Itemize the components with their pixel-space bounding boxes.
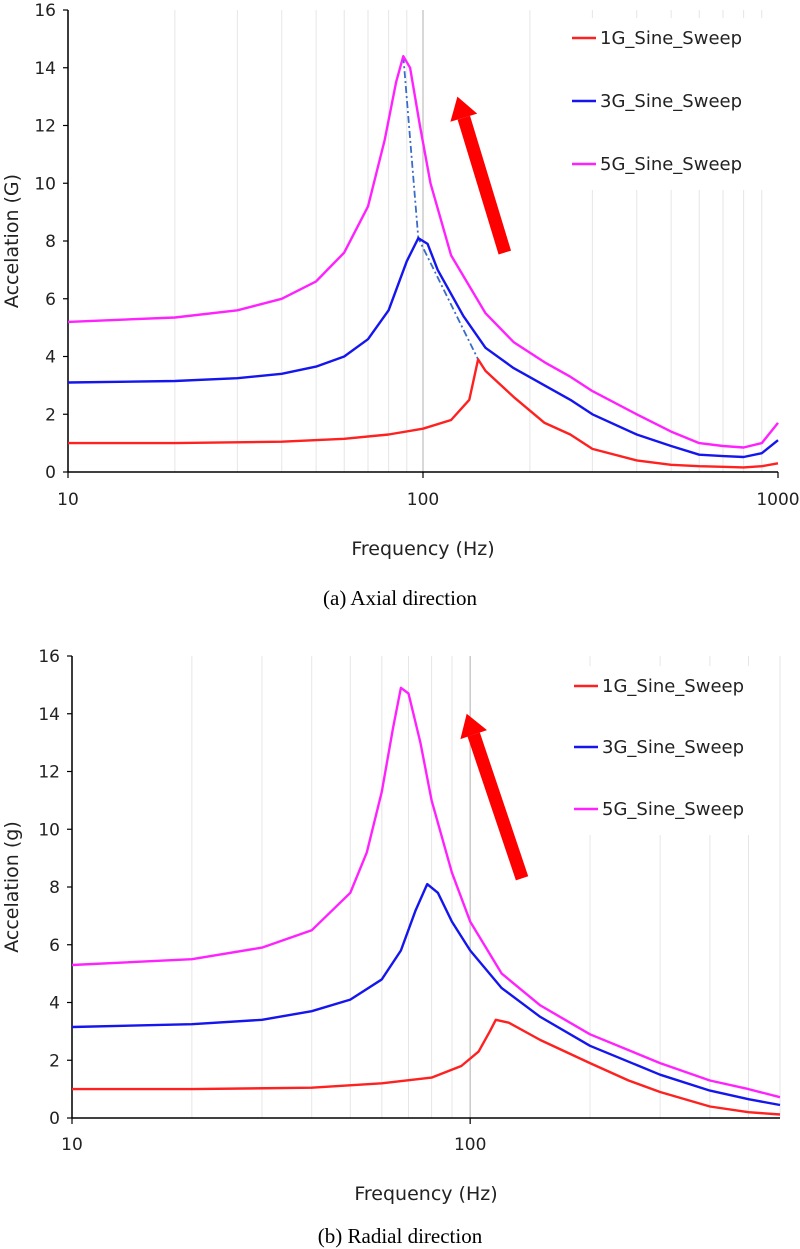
figure-caption: (b) Radial direction (318, 1224, 483, 1248)
y-tick-label: 14 (34, 59, 56, 79)
series-line-3g-sine-sweep (67, 236, 779, 459)
legend-label: 5G_Sine_Sweep (600, 154, 742, 175)
series-line-1g-sine-sweep (72, 1018, 781, 1116)
legend-label: 1G_Sine_Sweep (602, 676, 744, 697)
y-tick-label: 2 (45, 405, 56, 425)
y-tick-label: 16 (38, 647, 60, 667)
x-tick-label: 100 (407, 490, 439, 510)
y-tick-label: 8 (45, 232, 56, 252)
x-axis-label: Frequency (Hz) (351, 538, 494, 560)
legend-label: 5G_Sine_Sweep (602, 799, 744, 820)
y-tick-label: 0 (45, 463, 56, 483)
y-tick-label: 16 (34, 1, 56, 21)
legend-box (564, 666, 776, 835)
series-line-1g-sine-sweep (68, 358, 779, 469)
legend-label: 3G_Sine_Sweep (600, 91, 742, 112)
legend-label: 3G_Sine_Sweep (602, 737, 744, 758)
y-tick-label: 10 (38, 820, 60, 840)
x-axis-label: Frequency (Hz) (354, 1183, 497, 1205)
legend-box (562, 18, 774, 190)
y-tick-label: 12 (34, 117, 56, 137)
x-tick-label: 1000 (756, 490, 799, 510)
y-tick-label: 6 (49, 936, 60, 956)
arrow-shaft (457, 115, 512, 255)
trend-line (402, 56, 479, 360)
arrow-shaft (467, 732, 529, 881)
figure-caption: (a) Axial direction (323, 586, 477, 610)
y-tick-label: 4 (45, 348, 56, 368)
chart-radial: 0 2 4 6 8 10 12 14 16 10 100 Frequency (Hz) Accelati… (1, 647, 781, 1248)
arrow-head (450, 96, 478, 122)
y-tick-label: 10 (34, 174, 56, 194)
arrow-head (460, 713, 487, 740)
series-line-3g-sine-sweep (71, 882, 781, 1107)
y-axis-label: Accelation (g) (1, 821, 23, 953)
series-line-5g-sine-sweep (71, 686, 781, 1099)
y-tick-label: 0 (49, 1109, 60, 1129)
y-tick-label: 2 (49, 1051, 60, 1071)
y-tick-label: 4 (49, 994, 60, 1014)
x-tick-label: 10 (61, 1135, 83, 1155)
x-tick-label: 10 (57, 490, 79, 510)
y-tick-label: 8 (49, 878, 60, 898)
legend-label: 1G_Sine_Sweep (600, 28, 742, 49)
x-tick-label: 100 (454, 1135, 486, 1155)
y-tick-label: 12 (38, 763, 60, 783)
series-line-5g-sine-sweep (67, 55, 779, 449)
chart-axial: 0 2 4 6 8 10 12 14 16 10 100 1000 Frequency (Hz) Acce… (1, 1, 800, 610)
y-tick-label: 14 (38, 705, 60, 725)
y-axis-label: Accelation (G) (1, 174, 23, 308)
y-tick-label: 6 (45, 290, 56, 310)
